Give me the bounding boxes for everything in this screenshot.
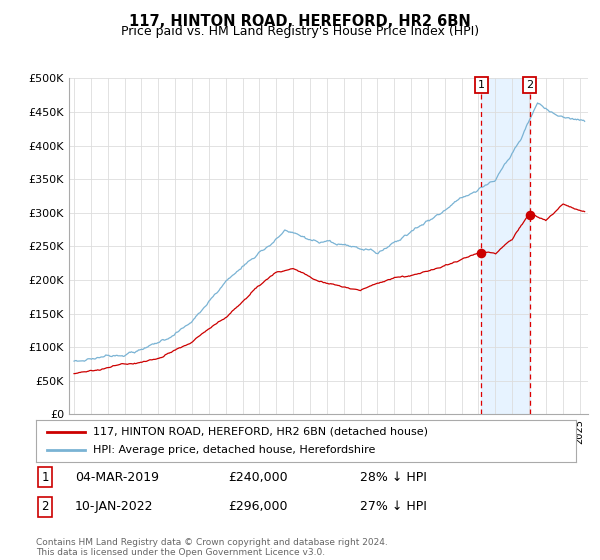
Text: 27% ↓ HPI: 27% ↓ HPI [360,500,427,514]
Text: 10-JAN-2022: 10-JAN-2022 [75,500,154,514]
Bar [481,78,530,414]
Text: 2: 2 [526,80,533,90]
Point [525,211,535,220]
Text: 117, HINTON ROAD, HEREFORD, HR2 6BN: 117, HINTON ROAD, HEREFORD, HR2 6BN [129,14,471,29]
Text: 04-MAR-2019: 04-MAR-2019 [75,470,159,484]
Text: 117, HINTON ROAD, HEREFORD, HR2 6BN (detached house): 117, HINTON ROAD, HEREFORD, HR2 6BN (det… [92,427,428,437]
Text: £296,000: £296,000 [228,500,287,514]
Text: 2: 2 [41,500,49,514]
Text: 1: 1 [478,80,485,90]
Text: Contains HM Land Registry data © Crown copyright and database right 2024.
This d: Contains HM Land Registry data © Crown c… [36,538,388,557]
Text: Price paid vs. HM Land Registry's House Price Index (HPI): Price paid vs. HM Land Registry's House … [121,25,479,38]
Text: 1: 1 [41,470,49,484]
Point [476,249,486,258]
Text: HPI: Average price, detached house, Herefordshire: HPI: Average price, detached house, Here… [92,445,375,455]
Text: 28% ↓ HPI: 28% ↓ HPI [360,470,427,484]
Text: £240,000: £240,000 [228,470,287,484]
